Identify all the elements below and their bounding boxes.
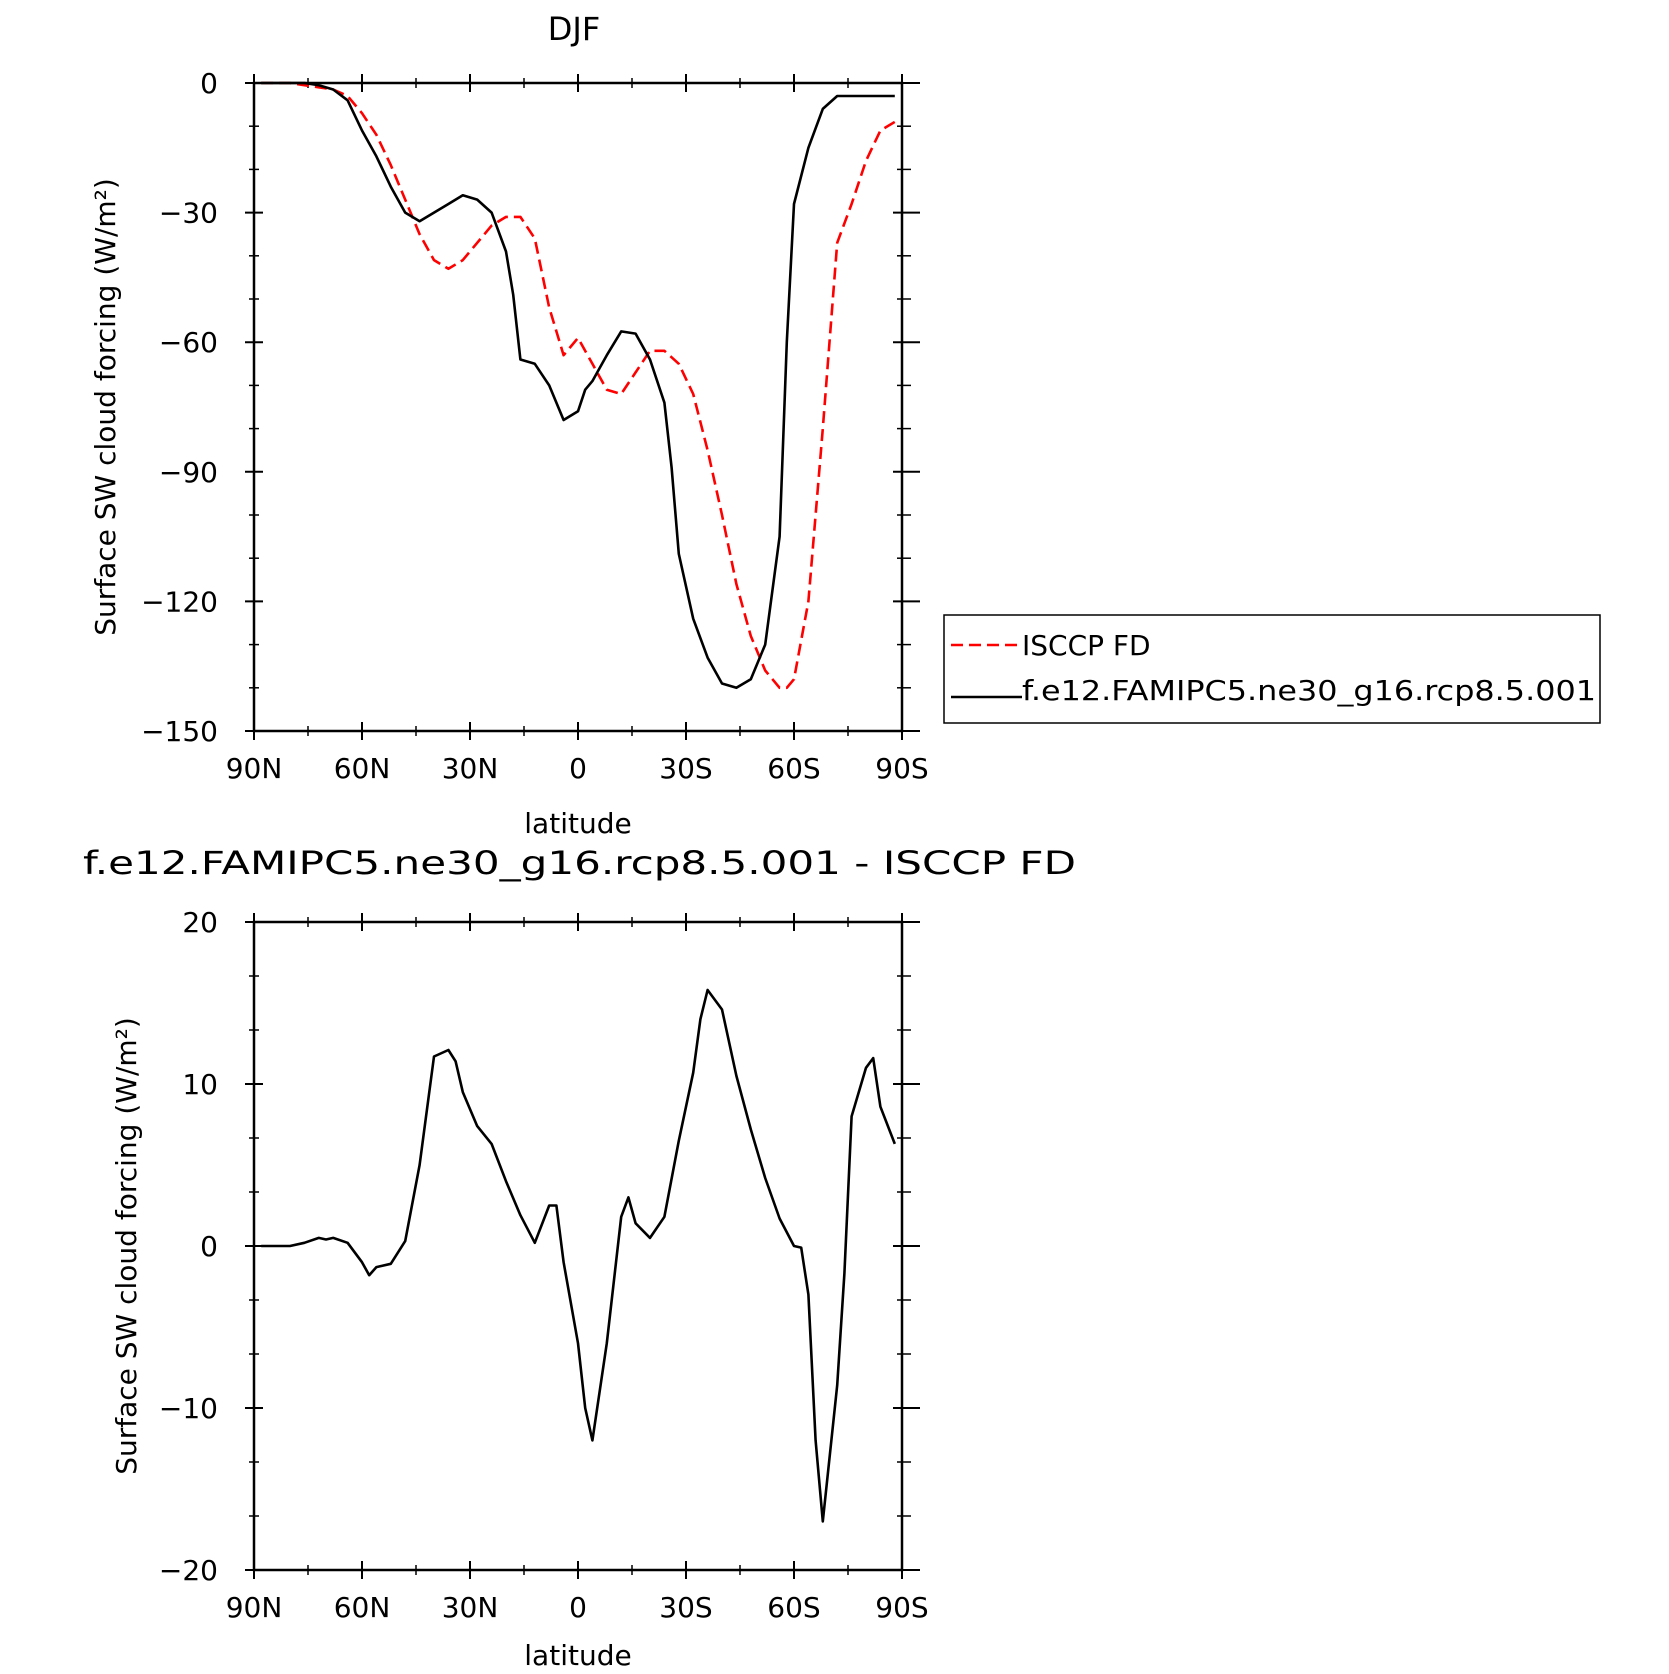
top-y-tick-label: −30 [159, 197, 218, 230]
bottom-series-line-0 [261, 988, 897, 1523]
bottom-x-tick-label: 30S [659, 1591, 712, 1624]
bottom-axes: 90N 60N 30N 0 30S 60S 90S 20 10 0 −10 −20 [159, 906, 929, 1624]
top-series-line-1 [261, 81, 895, 690]
bottom-x-tick-label: 0 [569, 1591, 587, 1624]
top-x-tick-label: 90N [226, 752, 283, 785]
legend-box [943, 614, 1601, 724]
top-x-axis-label: latitude [524, 807, 631, 840]
top-x-tick-label: 60N [334, 752, 391, 785]
bottom-y-tick-label: −20 [159, 1554, 218, 1587]
bottom-panel: f.e12.FAMIPC5.ne30_g16.rcp8.5.001 - ISCC… [83, 844, 1076, 1672]
bottom-x-tick-label: 60N [334, 1591, 391, 1624]
bottom-y-tick-label: 20 [182, 906, 218, 939]
bottom-x-tick-label: 90N [226, 1591, 283, 1624]
bottom-chart-title: f.e12.FAMIPC5.ne30_g16.rcp8.5.001 - ISCC… [83, 844, 1076, 882]
bottom-y-tick-label: 10 [182, 1068, 218, 1101]
top-y-tick-label: −60 [159, 326, 218, 359]
bottom-x-tick-label: 90S [875, 1591, 928, 1624]
legend-label-isccp: ISCCP FD [1022, 629, 1151, 662]
top-x-tick-label: 30S [659, 752, 712, 785]
bottom-x-tick-label: 60S [767, 1591, 820, 1624]
bottom-y-tick-label: 0 [200, 1230, 218, 1263]
top-x-tick-label: 90S [875, 752, 928, 785]
top-series-lines [261, 81, 896, 690]
bottom-series-lines [261, 988, 897, 1523]
top-plot-frame [252, 81, 904, 733]
top-y-axis-label: Surface SW cloud forcing (W/m²) [89, 178, 122, 636]
top-x-tick-label: 60S [767, 752, 820, 785]
legend: ISCCP FD f.e12.FAMIPC5.ne30_g16.rcp8.5.0… [943, 614, 1601, 724]
top-axes: 90N 60N 30N 0 30S 60S 90S 0 −30 −60 −90 −120 −150 [141, 67, 929, 785]
top-x-tick-label: 30N [442, 752, 499, 785]
top-y-tick-label: −150 [141, 715, 218, 748]
bottom-x-tick-label: 30N [442, 1591, 499, 1624]
top-chart-title: DJF [548, 10, 600, 48]
bottom-y-tick-label: −10 [159, 1392, 218, 1425]
top-x-tick-label: 0 [569, 752, 587, 785]
top-series-line-0 [261, 81, 896, 690]
bottom-x-axis-label: latitude [524, 1639, 631, 1669]
bottom-plot-frame [252, 920, 904, 1572]
top-y-tick-label: 0 [200, 67, 218, 100]
bottom-y-axis-label: Surface SW cloud forcing (W/m²) [110, 1017, 143, 1475]
legend-label-model: f.e12.FAMIPC5.ne30_g16.rcp8.5.001 [1022, 674, 1596, 707]
top-panel: DJF 90N 60N 30N 0 30S 60S 90S 0 −30 −60 −90 −120 −15… [89, 10, 1601, 840]
top-y-tick-label: −90 [159, 456, 218, 489]
top-y-tick-label: −120 [141, 585, 218, 618]
